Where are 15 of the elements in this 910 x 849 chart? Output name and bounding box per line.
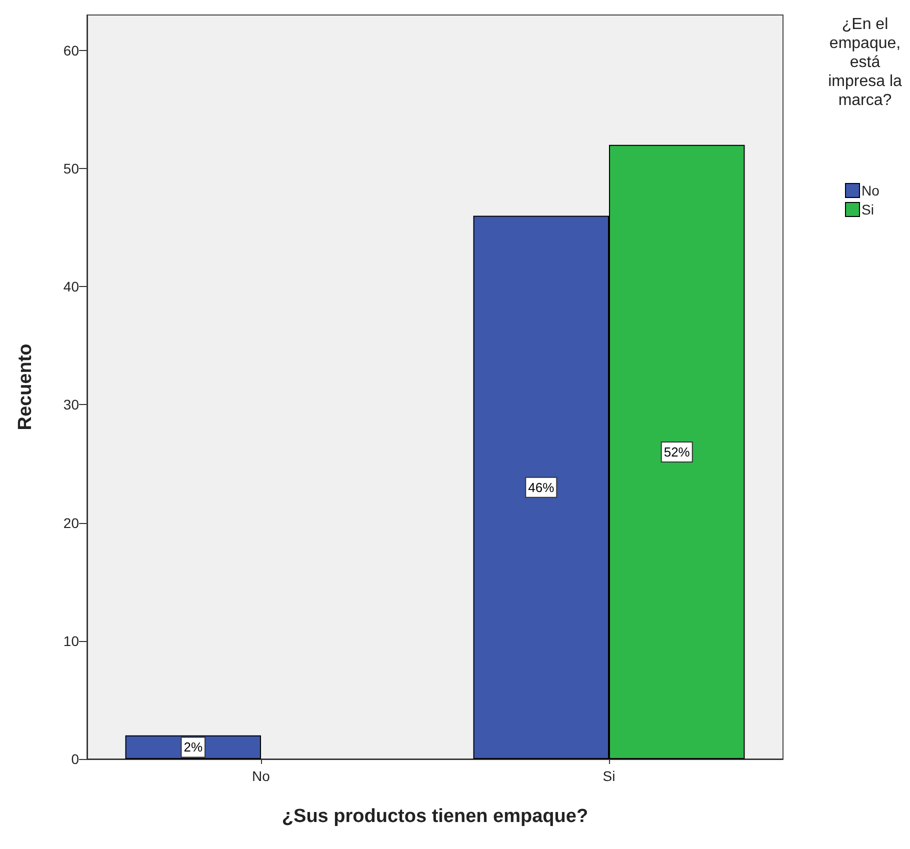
y-tick-label: 20	[63, 514, 80, 531]
y-tick-label: 50	[63, 160, 80, 177]
y-tick-label: 60	[63, 42, 80, 58]
legend-title: ¿En el empaque, está impresa la marca?	[828, 16, 902, 109]
data-label: 46%	[528, 480, 555, 495]
legend-label: Si	[862, 202, 874, 218]
y-tick-label: 30	[63, 396, 80, 413]
data-label: 2%	[184, 740, 203, 755]
data-label: 52%	[664, 444, 690, 460]
y-tick-label: 0	[71, 751, 80, 767]
legend-label: No	[862, 182, 880, 198]
y-tick-label: 10	[63, 632, 80, 649]
y-tick-label: 40	[63, 278, 80, 295]
y-axis-title: Recuento	[15, 344, 36, 430]
x-axis-title: ¿Sus productos tienen empaque?	[282, 806, 588, 827]
